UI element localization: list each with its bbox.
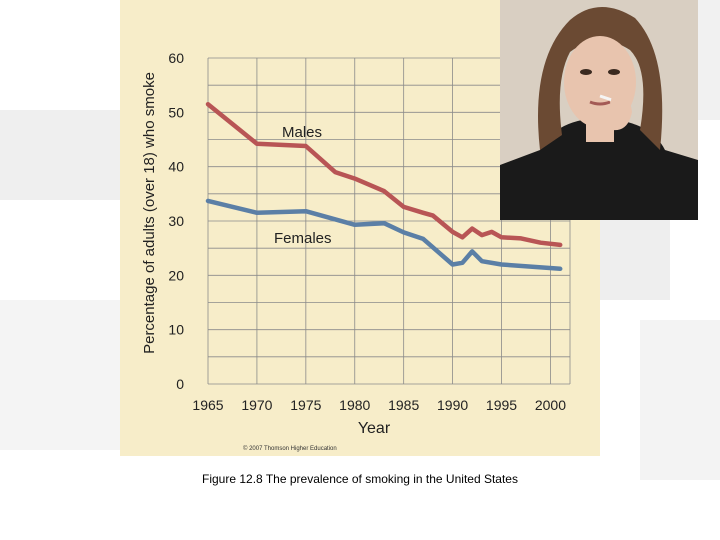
series-line-females: [205, 198, 563, 272]
series-line-males: [205, 101, 563, 248]
chart-series-labels: Males Females: [274, 124, 332, 247]
chart-series: [205, 101, 563, 272]
figure-caption: Figure 12.8 The prevalence of smoking in…: [202, 472, 518, 486]
y-tick-label: 40: [168, 159, 184, 175]
y-tick-label: 30: [168, 213, 184, 229]
x-tick-label: 1995: [486, 397, 517, 413]
x-tick-label: 1965: [192, 397, 223, 413]
y-axis-title: Percentage of adults (over 18) who smoke: [141, 72, 158, 354]
x-tick-label: 1975: [290, 397, 321, 413]
x-tick-label: 2000: [535, 397, 566, 413]
x-tick-label: 1985: [388, 397, 419, 413]
woman-smoking-photo: [500, 0, 698, 220]
x-tick-label: 1980: [339, 397, 370, 413]
y-tick-label: 20: [168, 267, 184, 283]
series-label-males: Males: [282, 124, 322, 141]
figure-panel: 1965 1970 1975 1980 1985 1990 1995 2000 0 10 20 30 4…: [120, 0, 698, 456]
copyright-notice: © 2007 Thomson Higher Education: [243, 446, 337, 452]
chart-ticks: 1965 1970 1975 1980 1985 1990 1995 2000 0 10 20 30 4…: [168, 50, 566, 413]
y-tick-label: 0: [176, 376, 184, 392]
y-tick-label: 10: [168, 322, 184, 338]
x-tick-label: 1990: [437, 397, 468, 413]
x-tick-label: 1970: [241, 397, 272, 413]
x-axis-title: Year: [358, 420, 391, 437]
y-tick-label: 50: [168, 104, 184, 120]
series-label-females: Females: [274, 230, 332, 247]
y-tick-label: 60: [168, 50, 184, 66]
chart-axis-titles: Percentage of adults (over 18) who smoke…: [141, 72, 391, 437]
